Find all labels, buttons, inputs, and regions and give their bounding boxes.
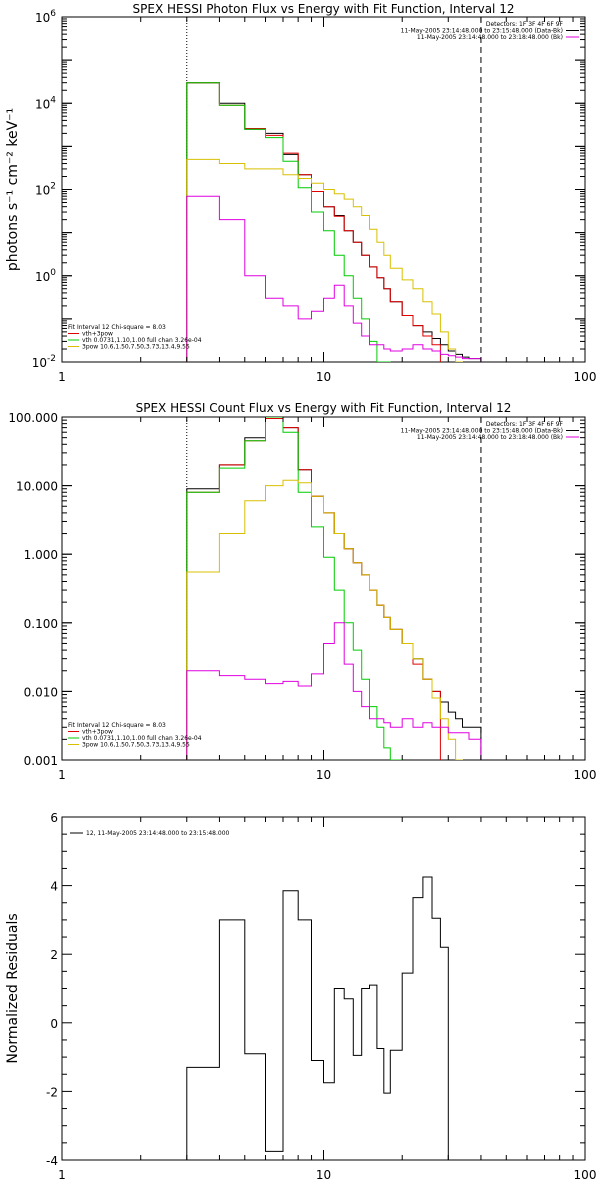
series-line bbox=[186, 622, 482, 760]
legend-entry: Fit Interval 12 Chi-square = 8.03 bbox=[68, 722, 166, 729]
plot-area bbox=[186, 17, 482, 362]
y-tick-label: 0.001 bbox=[24, 754, 58, 768]
x-tick-label: 1 bbox=[58, 768, 66, 782]
y-tick-base: 10 bbox=[32, 356, 47, 370]
series-line bbox=[186, 82, 441, 362]
y-tick-label: 1.000 bbox=[24, 548, 58, 562]
y-tick-label: 102 bbox=[35, 182, 56, 198]
x-tick-label: 100 bbox=[574, 370, 597, 384]
legend-entry: Detectors: 1F 3F 4F 6F 9F bbox=[486, 421, 564, 428]
y-tick-base: 10 bbox=[35, 11, 50, 25]
y-tick-label: 100 bbox=[35, 268, 56, 284]
legend-entry: 3pow 10.6,1.50,7.50,3.73,13.4,9.55 bbox=[82, 742, 190, 749]
series-line bbox=[186, 158, 463, 362]
series-line bbox=[186, 418, 441, 760]
legend-entry: vth 0.0731,1.10,1.00 full chan 3.26e-04 bbox=[82, 735, 202, 742]
y-tick-exp: 4 bbox=[50, 95, 56, 105]
series-line bbox=[186, 82, 391, 362]
y-tick-label: 104 bbox=[35, 95, 56, 111]
plot-frame bbox=[61, 416, 586, 761]
legend-entry: vth+3pow bbox=[82, 331, 113, 338]
y-tick-label: 10.000 bbox=[16, 480, 58, 494]
plot-area bbox=[186, 876, 449, 1160]
y-tick-exp: -2 bbox=[47, 354, 56, 364]
chart-panel-2: 1 10 100 -4 -2 0 2 4 6 Normalized Residuals 12, 11… bbox=[5, 811, 596, 1182]
x-tick-label: 10 bbox=[316, 768, 331, 782]
y-tick-label: 2 bbox=[50, 948, 58, 962]
series-line bbox=[186, 82, 482, 362]
y-tick-label: 0.010 bbox=[24, 685, 58, 699]
y-tick-base: 10 bbox=[35, 184, 50, 198]
legend-entry: 12, 11-May-2005 23:14:48.000 to 23:15:48… bbox=[86, 830, 230, 837]
chart-title: SPEX HESSI Photon Flux vs Energy with Fi… bbox=[133, 2, 515, 16]
y-tick-label: 10-2 bbox=[32, 354, 56, 370]
series-line bbox=[186, 417, 403, 760]
legend-entry: vth 0.0731,1.10,1.00 full chan 3.26e-04 bbox=[82, 337, 202, 344]
legend-entry: vth+3pow bbox=[82, 729, 113, 736]
y-tick-label: 0.100 bbox=[24, 617, 58, 631]
y-tick-exp: 0 bbox=[50, 268, 56, 278]
x-tick-label: 1 bbox=[58, 1168, 66, 1182]
chart-panel-0: SPEX HESSI Photon Flux vs Energy with Fi… bbox=[5, 2, 596, 384]
y-tick-label: -4 bbox=[46, 1154, 58, 1168]
chart-title: SPEX HESSI Count Flux vs Energy with Fit… bbox=[136, 401, 512, 415]
y-tick-exp: 6 bbox=[50, 9, 56, 19]
x-tick-label: 1 bbox=[58, 370, 66, 384]
series-line bbox=[186, 479, 463, 760]
plot-area bbox=[186, 417, 482, 760]
legend-entry: 11-May-2005 23:14:48.000 to 23:15:48.000… bbox=[401, 428, 563, 435]
plot-frame bbox=[61, 816, 586, 1161]
y-tick-label: 106 bbox=[35, 9, 56, 25]
x-tick-label: 10 bbox=[316, 370, 331, 384]
series-line bbox=[186, 876, 449, 1160]
y-tick-base: 10 bbox=[35, 97, 50, 111]
legend-entry: 11-May-2005 23:14:48.000 to 23:18:48.000… bbox=[417, 34, 563, 41]
legend-entry: 11-May-2005 23:14:48.000 to 23:15:48.000… bbox=[401, 28, 563, 35]
y-tick-label: -2 bbox=[46, 1085, 58, 1099]
y-axis-label: Normalized Residuals bbox=[5, 913, 21, 1063]
legend-entry: 11-May-2005 23:14:48.000 to 23:18:48.000… bbox=[417, 434, 563, 441]
series-line bbox=[186, 195, 482, 362]
y-tick-label: 0 bbox=[50, 1017, 58, 1031]
legend-entry: 3pow 10.6,1.50,7.50,3.73,13.4,9.55 bbox=[82, 344, 190, 351]
legend-entry: Fit Interval 12 Chi-square = 8.03 bbox=[68, 324, 166, 331]
legend-entry: Detectors: 1F 3F 4F 6F 9F bbox=[486, 21, 564, 28]
y-axis-label: photons s⁻¹ cm⁻² keV⁻¹ bbox=[5, 108, 21, 271]
y-tick-label: 4 bbox=[50, 880, 58, 894]
x-tick-label: 10 bbox=[316, 1168, 331, 1182]
y-tick-label: 100.000 bbox=[8, 411, 58, 425]
x-tick-label: 100 bbox=[574, 768, 597, 782]
y-tick-exp: 2 bbox=[50, 182, 56, 192]
y-tick-base: 10 bbox=[35, 270, 50, 284]
y-tick-label: 6 bbox=[50, 811, 58, 825]
x-tick-label: 100 bbox=[574, 1168, 597, 1182]
chart-panel-1: SPEX HESSI Count Flux vs Energy with Fit… bbox=[8, 401, 596, 782]
